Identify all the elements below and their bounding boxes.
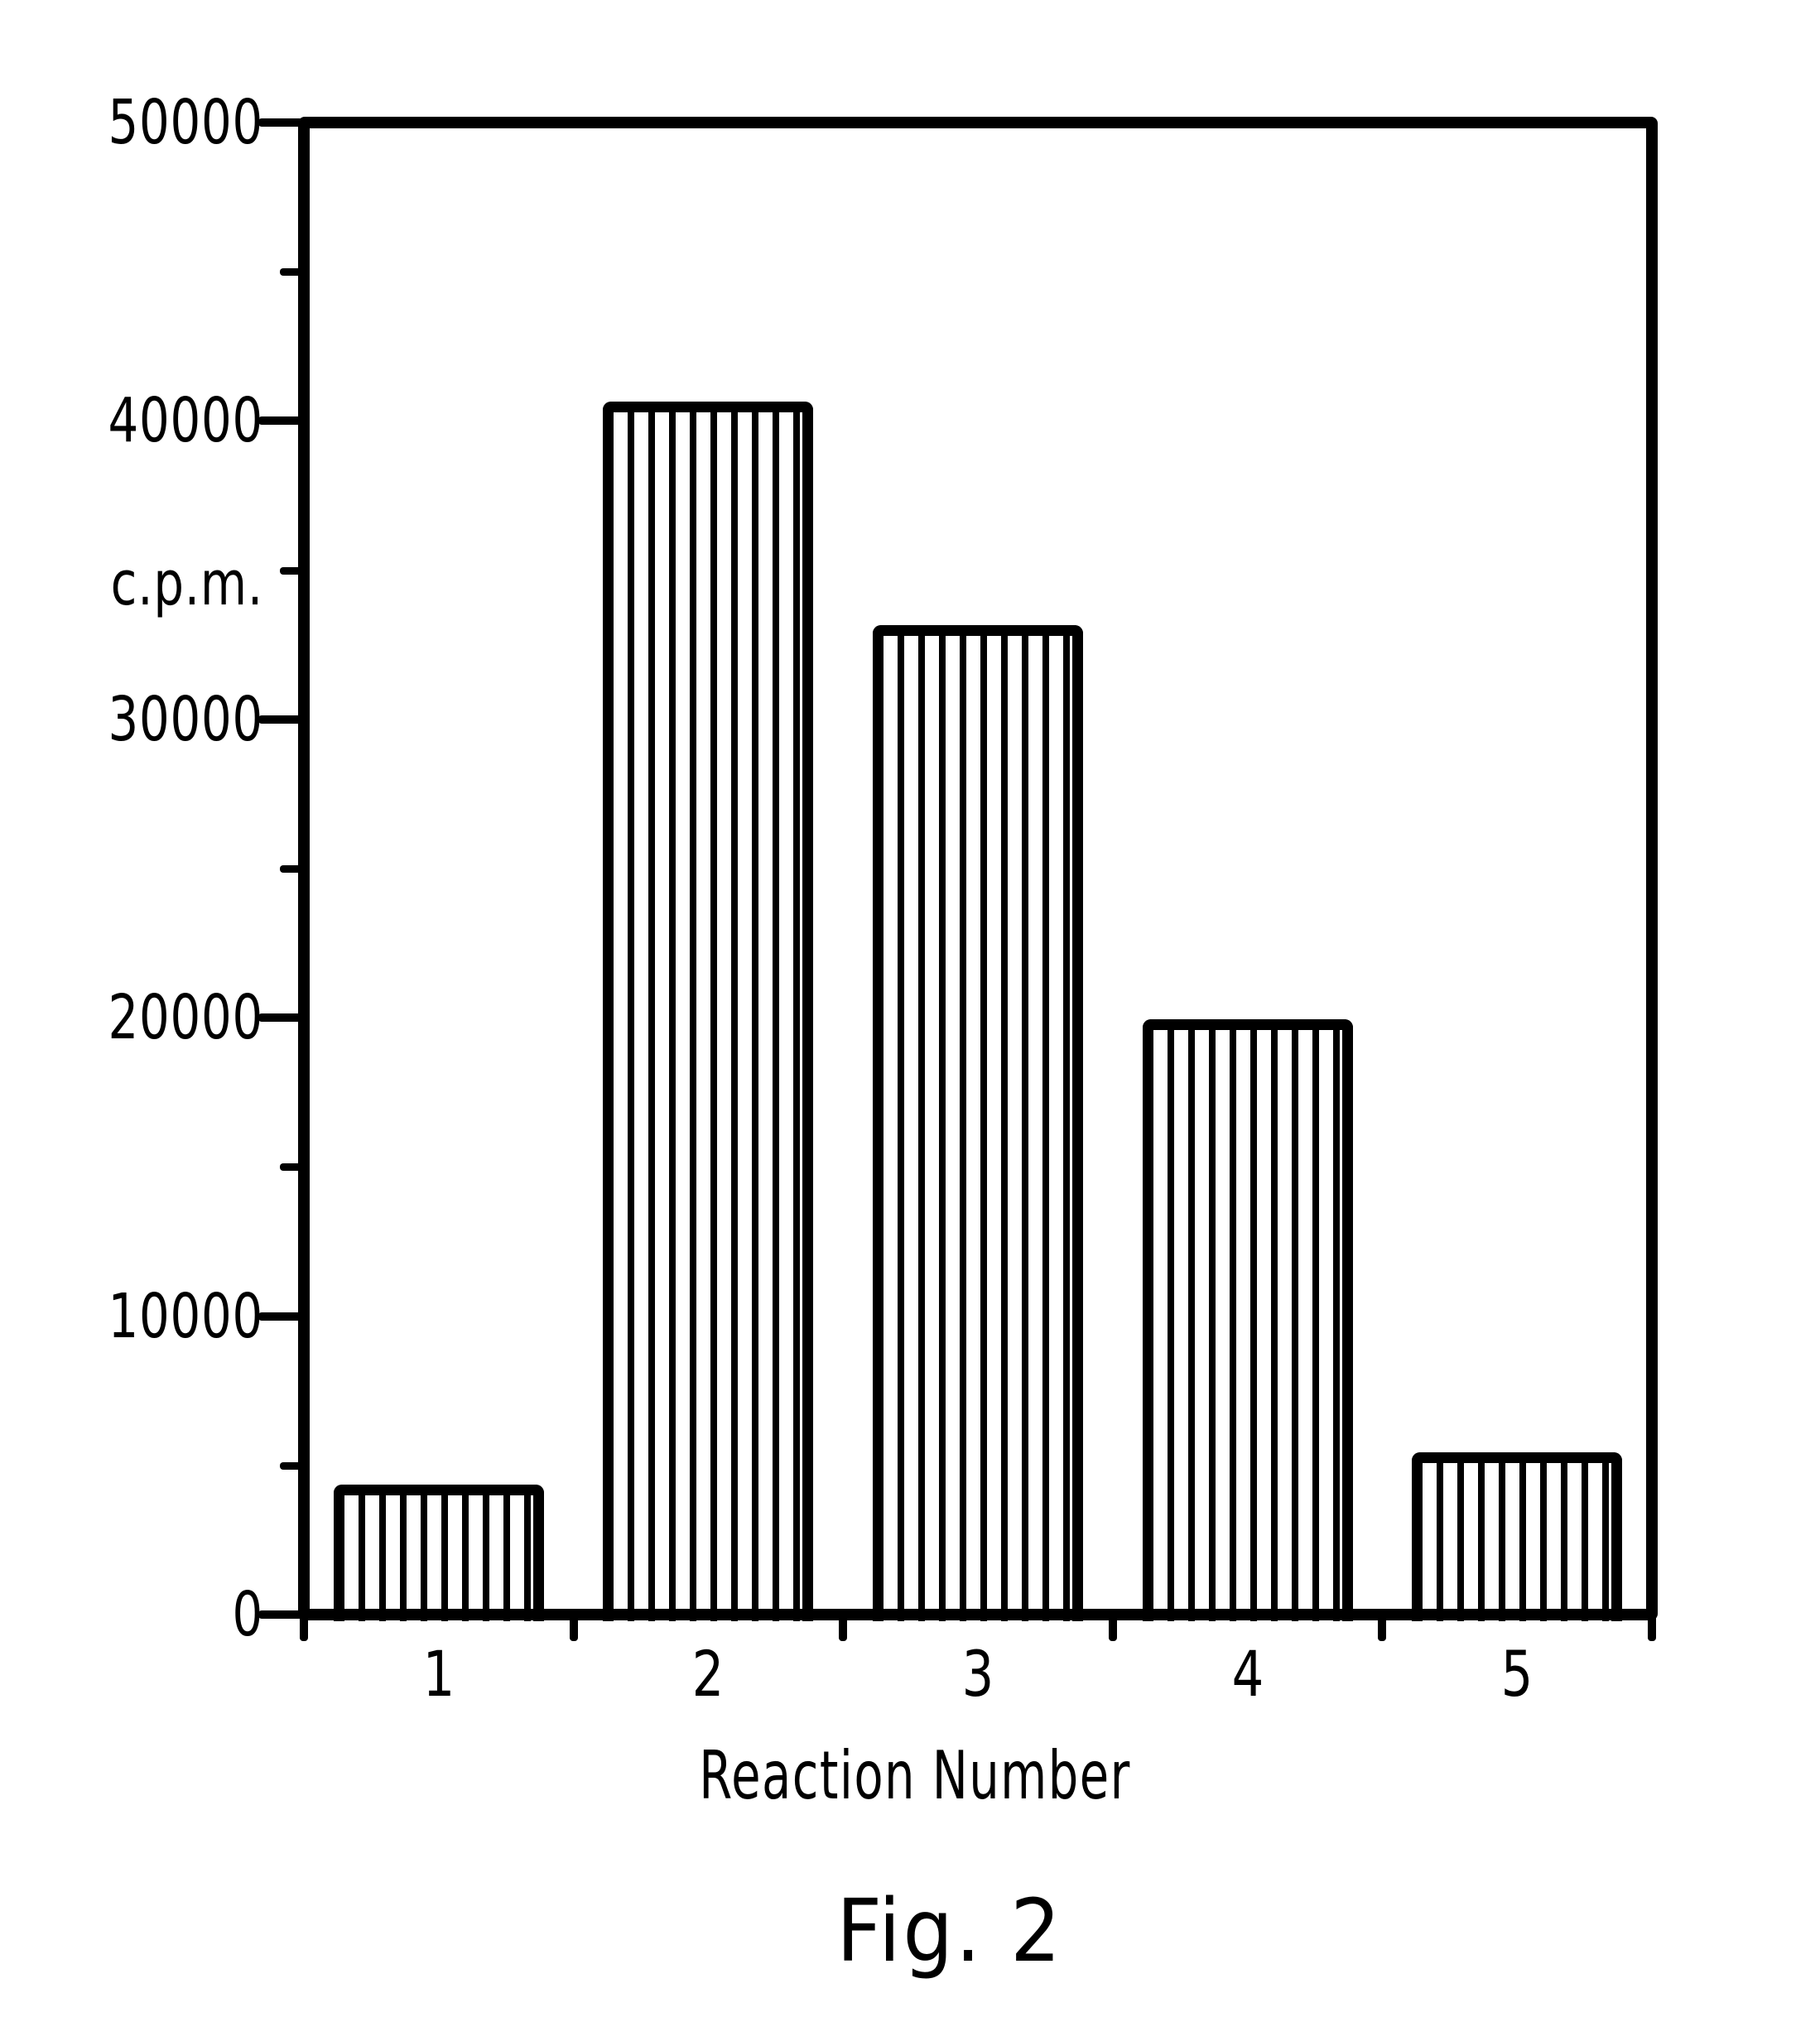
y-axis-major-tick: [258, 1013, 303, 1023]
y-axis-major-tick: [258, 715, 303, 724]
y-axis-minor-tick: [280, 865, 303, 873]
x-axis-title: Reaction Number: [699, 1737, 1131, 1814]
y-axis-tick-label: 40000: [108, 385, 263, 457]
bar-category-4: [1142, 1019, 1353, 1621]
x-axis-boundary-tick: [1648, 1613, 1656, 1641]
x-axis-boundary-tick: [300, 1613, 308, 1641]
y-axis-tick-label: 30000: [108, 683, 263, 755]
y-axis-minor-tick: [280, 268, 303, 277]
bar-category-5: [1412, 1452, 1623, 1621]
x-axis-boundary-tick: [1108, 1613, 1117, 1641]
bar-category-2: [603, 402, 814, 1621]
y-axis-major-tick: [258, 1610, 303, 1619]
bar-category-3: [873, 625, 1083, 1621]
y-axis-unit-label: c.p.m.: [110, 548, 263, 619]
y-axis-tick-label: 0: [232, 1579, 263, 1650]
x-axis-category-label: 3: [961, 1637, 994, 1711]
y-axis-tick-label: 20000: [108, 982, 263, 1054]
y-axis-major-tick: [258, 416, 303, 426]
figure-caption: Fig. 2: [836, 1880, 1063, 1981]
y-axis-tick-label: 50000: [108, 87, 263, 158]
x-axis-boundary-tick: [1378, 1613, 1387, 1641]
y-axis-tick-label: 10000: [108, 1280, 263, 1352]
x-axis-category-label: 1: [422, 1637, 455, 1711]
y-axis-minor-tick: [280, 1461, 303, 1470]
bar-category-1: [333, 1485, 544, 1621]
y-axis-minor-tick: [280, 566, 303, 575]
y-axis-major-tick: [258, 1312, 303, 1321]
y-axis-major-tick: [258, 118, 303, 127]
x-axis-boundary-tick: [569, 1613, 578, 1641]
y-axis-minor-tick: [280, 1163, 303, 1172]
x-axis-category-label: 2: [692, 1637, 725, 1711]
x-axis-category-label: 5: [1500, 1637, 1534, 1711]
x-axis-category-label: 4: [1231, 1637, 1264, 1711]
x-axis-boundary-tick: [839, 1613, 848, 1641]
